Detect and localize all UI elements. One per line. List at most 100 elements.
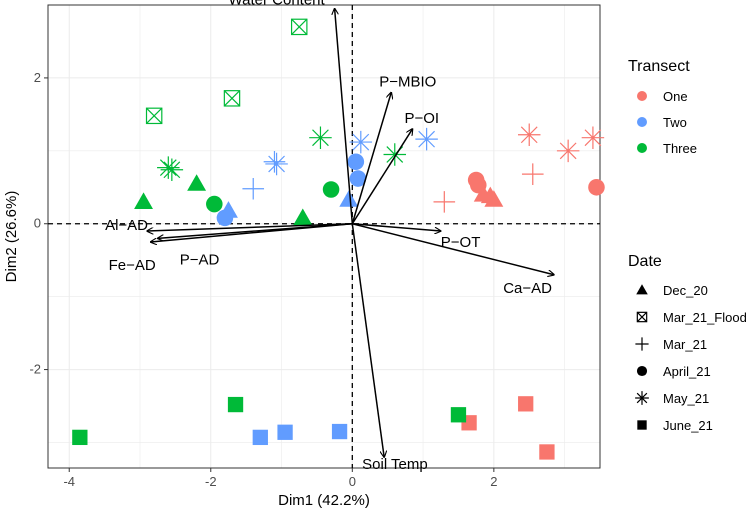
legend-transect-title: Transect (628, 58, 690, 75)
legend-key-two (637, 117, 647, 127)
point-marker (469, 176, 487, 194)
point-marker (277, 424, 293, 440)
point-marker (160, 158, 184, 182)
x-tick-label: 2 (490, 474, 497, 489)
point-marker (265, 152, 288, 176)
loading-arrow (351, 223, 384, 457)
legend-date-title: Date (628, 253, 662, 270)
data-point (517, 123, 541, 147)
legend-key-mar-21-flood (636, 311, 648, 323)
data-point (223, 90, 241, 107)
legend-key-june-21 (637, 420, 647, 430)
axes: -4 -2 0 2 -2 0 2 (29, 70, 497, 489)
data-point (588, 179, 605, 196)
x-tick-label: -4 (63, 474, 75, 489)
data-point (134, 192, 153, 209)
point-marker (517, 123, 541, 147)
loading-arrows: Water Content P−MBIO P−OI P−OT Ca−AD Soil Tem… (105, 0, 554, 473)
point-marker (157, 156, 180, 179)
legend-label: Three (663, 141, 697, 156)
y-tick-label: -2 (29, 362, 41, 377)
y-tick-label: 2 (34, 70, 41, 85)
point-marker (242, 177, 265, 200)
point-marker (227, 396, 244, 413)
arrow-label: Ca−AD (503, 280, 552, 297)
data-point (216, 209, 234, 227)
data-point (521, 163, 544, 185)
data-point (206, 195, 223, 213)
loading-arrow (352, 223, 554, 275)
x-tick-label: 0 (349, 474, 356, 489)
arrow-label: Fe−AD (109, 257, 156, 274)
loading-arrow (147, 222, 353, 231)
legend-key-one (637, 91, 647, 101)
legend-marker (636, 284, 648, 295)
data-point (72, 429, 88, 446)
point-marker-cross (146, 107, 163, 124)
point-marker (484, 190, 504, 207)
loading-arrow (335, 9, 354, 224)
legend-marker (637, 420, 647, 430)
point-marker (581, 126, 605, 149)
legend-key-may-21 (635, 391, 649, 405)
point-marker (539, 444, 555, 460)
arrow-label: Soil Temp (362, 456, 428, 473)
point-marker (383, 143, 407, 166)
point-marker (415, 127, 438, 151)
legend-label: Dec_20 (663, 283, 708, 298)
point-marker (252, 429, 268, 446)
point-marker (145, 107, 163, 125)
arrow-label: P−OI (404, 110, 439, 127)
y-axis-title: Dim2 (26.6%) (3, 191, 20, 283)
point-marker (72, 429, 88, 446)
legend-label: June_21 (663, 418, 713, 433)
data-point (349, 130, 373, 154)
data-point (484, 190, 504, 207)
legend-marker (635, 337, 649, 351)
data-point (347, 153, 365, 171)
data-point (290, 18, 308, 36)
legend-label: Two (663, 115, 687, 130)
data-point (160, 158, 184, 182)
loading-arrow (352, 222, 440, 231)
arrow-label: P−OT (441, 234, 481, 251)
point-marker (134, 192, 153, 209)
legend-label: April_21 (663, 364, 711, 379)
point-marker (339, 190, 359, 207)
data-point (469, 176, 487, 194)
point-marker (216, 209, 234, 227)
arrow-label: P−MBIO (379, 73, 436, 90)
point-marker-cross (291, 18, 308, 35)
data-point (349, 170, 367, 187)
arrow-label: Water Content (229, 0, 326, 9)
point-marker (309, 126, 332, 149)
data-point (539, 444, 555, 460)
data-point (433, 191, 456, 213)
data-point (322, 181, 340, 198)
x-tick-label: -2 (205, 474, 217, 489)
point-marker (450, 407, 467, 423)
legend-key-april-21 (636, 365, 648, 377)
arrow-label: P−AD (180, 251, 220, 268)
x-axis-title: Dim1 (42.2%) (278, 492, 370, 509)
arrow-label: Al−AD (105, 217, 148, 234)
legend-label: One (663, 89, 688, 104)
reference-lines (48, 5, 600, 468)
data-point (242, 177, 265, 200)
legend-label: Mar_21 (663, 337, 707, 352)
data-point (339, 190, 359, 207)
data-point (383, 143, 407, 166)
panel-border (47, 4, 601, 469)
point-marker (331, 423, 348, 440)
loading-arrow (351, 129, 412, 225)
data-point (265, 152, 288, 176)
legend-key-mar-21 (635, 337, 649, 351)
data-point (331, 423, 348, 440)
point-marker (290, 18, 308, 36)
data-point (277, 424, 293, 440)
y-tick-label: 0 (34, 216, 41, 231)
point-marker (556, 139, 580, 163)
legend-date: Date Dec_20 Mar_21_Flood Mar_21 April_21 May… (628, 253, 747, 433)
loading-arrow (351, 92, 391, 224)
